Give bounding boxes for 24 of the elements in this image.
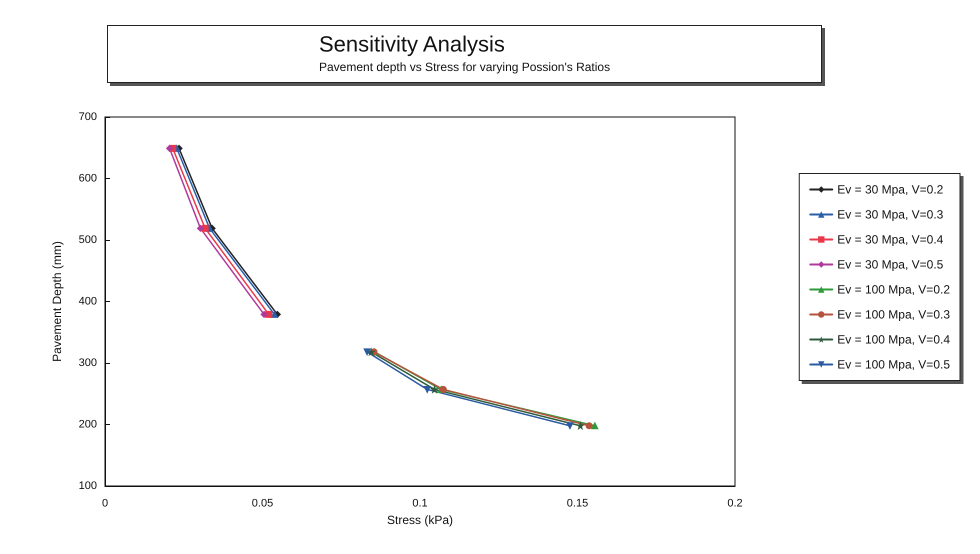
chart-title: Sensitivity Analysis <box>319 32 505 56</box>
x-tick-label: 0.2 <box>727 498 743 510</box>
legend-label: Ev = 100 Mpa, V=0.4 <box>837 332 950 346</box>
legend-label: Ev = 100 Mpa, V=0.3 <box>837 308 950 322</box>
legend-label: Ev = 100 Mpa, V=0.5 <box>837 358 950 372</box>
x-tick-label: 0 <box>102 498 108 510</box>
legend-label: Ev = 30 Mpa, V=0.4 <box>837 232 944 246</box>
y-tick-label: 100 <box>78 480 97 492</box>
y-tick-label: 300 <box>78 357 97 369</box>
x-axis-title: Stress (kPa) <box>386 513 454 527</box>
x-tick-label: 0.1 <box>412 498 428 510</box>
legend-label: Ev = 100 Mpa, V=0.2 <box>837 282 950 296</box>
x-tick-label: 0.05 <box>252 498 274 510</box>
legend-label: Ev = 30 Mpa, V=0.3 <box>837 208 944 222</box>
x-tick-label: 0.15 <box>566 498 588 510</box>
y-tick-label: 200 <box>78 418 97 430</box>
legend-label: Ev = 30 Mpa, V=0.2 <box>837 182 944 196</box>
y-tick-label: 600 <box>78 172 97 184</box>
y-tick-label: 500 <box>78 234 97 246</box>
y-tick-label: 400 <box>78 296 97 308</box>
chart-subtitle: Pavement depth vs Stress for varying Possion's Ratios <box>319 60 610 74</box>
y-tick-label: 700 <box>78 111 97 123</box>
legend-label: Ev = 30 Mpa, V=0.5 <box>837 258 944 272</box>
y-axis-title: Pavement Depth (mm) <box>50 241 64 362</box>
